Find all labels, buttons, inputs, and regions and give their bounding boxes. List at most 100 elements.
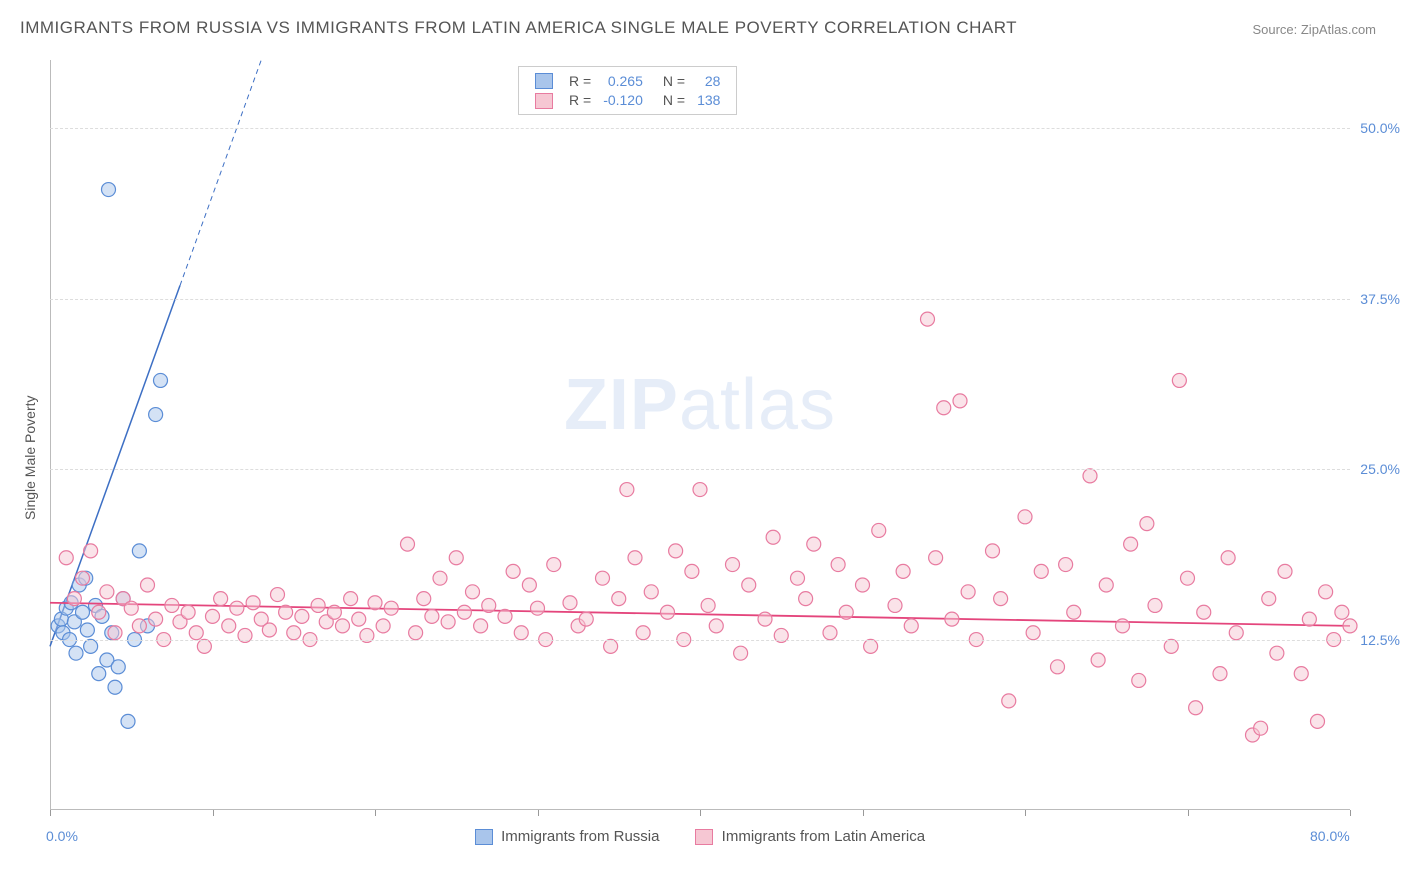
data-point [1221, 551, 1235, 565]
series-name: Immigrants from Russia [501, 828, 659, 845]
data-point [1091, 653, 1105, 667]
data-point [514, 626, 528, 640]
data-point [69, 646, 83, 660]
data-point [1262, 592, 1276, 606]
data-point [620, 483, 634, 497]
data-point [661, 605, 675, 619]
data-point [872, 523, 886, 537]
y-tick-label: 12.5% [1352, 632, 1400, 648]
data-point [831, 558, 845, 572]
data-point [807, 537, 821, 551]
data-point [742, 578, 756, 592]
data-point [1164, 639, 1178, 653]
data-point [1319, 585, 1333, 599]
data-point [181, 605, 195, 619]
grid-line [50, 128, 1350, 129]
data-point [1083, 469, 1097, 483]
data-point [766, 530, 780, 544]
data-point [92, 667, 106, 681]
data-point [67, 592, 81, 606]
data-point [108, 680, 122, 694]
data-point [734, 646, 748, 660]
data-point [1335, 605, 1349, 619]
data-point [693, 483, 707, 497]
data-point [165, 598, 179, 612]
data-point [1229, 626, 1243, 640]
data-point [287, 626, 301, 640]
data-point [522, 578, 536, 592]
data-point [154, 373, 168, 387]
x-tick [375, 810, 376, 816]
data-point [76, 605, 90, 619]
data-point [111, 660, 125, 674]
data-point [108, 626, 122, 640]
data-point [124, 601, 138, 615]
data-point [92, 605, 106, 619]
data-point [547, 558, 561, 572]
data-point [823, 626, 837, 640]
data-point [961, 585, 975, 599]
data-point [246, 596, 260, 610]
data-point [644, 585, 658, 599]
data-point [1140, 517, 1154, 531]
data-point [506, 564, 520, 578]
trend-line-dashed [180, 60, 261, 286]
data-point [197, 639, 211, 653]
data-point [612, 592, 626, 606]
legend-n-label: N = [649, 71, 691, 90]
data-point [1254, 721, 1268, 735]
y-tick-label: 37.5% [1352, 291, 1400, 307]
data-point [1026, 626, 1040, 640]
data-point [1067, 605, 1081, 619]
data-point [271, 588, 285, 602]
data-point [596, 571, 610, 585]
data-point [409, 626, 423, 640]
data-point [1311, 714, 1325, 728]
data-point [563, 596, 577, 610]
data-point [132, 619, 146, 633]
y-tick-label: 25.0% [1352, 461, 1400, 477]
data-point [59, 551, 73, 565]
data-point [449, 551, 463, 565]
data-point [327, 605, 341, 619]
data-point [425, 609, 439, 623]
data-point [758, 612, 772, 626]
legend-r-label: R = [563, 90, 597, 109]
data-point [466, 585, 480, 599]
legend-r-value: -0.120 [597, 90, 649, 109]
series-legend: Immigrants from Russia Immigrants from L… [50, 828, 1350, 845]
data-point [726, 558, 740, 572]
data-point [1197, 605, 1211, 619]
x-tick [1025, 810, 1026, 816]
data-point [441, 615, 455, 629]
grid-line [50, 640, 1350, 641]
data-point [1099, 578, 1113, 592]
data-point [1181, 571, 1195, 585]
data-point [701, 598, 715, 612]
chart-area: ZIPatlas R =0.265N =28R =-0.120N =138 Im… [50, 60, 1350, 810]
legend-swatch [475, 829, 493, 845]
data-point [214, 592, 228, 606]
data-point [709, 619, 723, 633]
data-point [864, 639, 878, 653]
data-point [230, 601, 244, 615]
data-point [945, 612, 959, 626]
data-point [121, 714, 135, 728]
data-point [1270, 646, 1284, 660]
series-legend-item: Immigrants from Russia [475, 828, 660, 845]
data-point [474, 619, 488, 633]
x-tick [50, 810, 51, 816]
data-point [1213, 667, 1227, 681]
data-point [84, 544, 98, 558]
data-point [791, 571, 805, 585]
data-point [579, 612, 593, 626]
data-point [994, 592, 1008, 606]
data-point [1148, 598, 1162, 612]
y-tick-label: 50.0% [1352, 120, 1400, 136]
data-point [937, 401, 951, 415]
data-point [685, 564, 699, 578]
data-point [953, 394, 967, 408]
grid-line [50, 299, 1350, 300]
data-point [628, 551, 642, 565]
data-point [149, 408, 163, 422]
